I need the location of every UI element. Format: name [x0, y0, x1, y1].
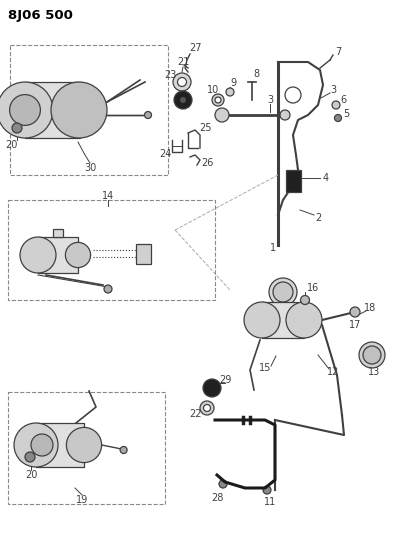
Text: 14: 14: [102, 191, 114, 201]
Circle shape: [25, 452, 35, 462]
Circle shape: [332, 101, 340, 109]
Circle shape: [203, 405, 211, 411]
Text: 17: 17: [349, 320, 361, 330]
Circle shape: [280, 110, 290, 120]
Text: 28: 28: [211, 493, 223, 503]
Circle shape: [0, 82, 53, 138]
Bar: [53, 229, 63, 237]
Text: 8J06 500: 8J06 500: [8, 10, 73, 22]
Circle shape: [31, 434, 53, 456]
Circle shape: [104, 285, 112, 293]
Circle shape: [177, 77, 186, 86]
Text: 15: 15: [259, 363, 271, 373]
Text: 12: 12: [327, 367, 339, 377]
Bar: [286, 170, 301, 192]
Text: 20: 20: [25, 470, 37, 480]
Text: 10: 10: [207, 85, 219, 95]
Bar: [8, 200, 215, 300]
Circle shape: [203, 379, 221, 397]
Bar: [135, 244, 150, 264]
Text: 21: 21: [177, 57, 189, 67]
Text: 7: 7: [335, 47, 341, 57]
Bar: [38, 237, 78, 273]
Text: 20: 20: [5, 140, 17, 150]
Bar: [262, 302, 304, 338]
Text: 13: 13: [368, 367, 380, 377]
Circle shape: [263, 486, 271, 494]
Text: 3: 3: [330, 85, 336, 95]
Circle shape: [120, 447, 127, 454]
Text: 8: 8: [253, 69, 259, 79]
Bar: [25, 82, 80, 138]
Text: 18: 18: [364, 303, 376, 313]
Text: 27: 27: [190, 43, 202, 53]
Text: 25: 25: [199, 123, 211, 133]
Circle shape: [180, 97, 186, 103]
Circle shape: [301, 295, 310, 304]
Circle shape: [359, 342, 385, 368]
Circle shape: [215, 108, 229, 122]
Text: 22: 22: [190, 409, 202, 419]
Circle shape: [212, 94, 224, 106]
Text: 4: 4: [323, 173, 329, 183]
Circle shape: [51, 82, 107, 138]
Circle shape: [20, 237, 56, 273]
Bar: [10, 45, 168, 175]
Circle shape: [226, 88, 234, 96]
Circle shape: [12, 123, 22, 133]
Text: 5: 5: [343, 109, 349, 119]
Circle shape: [335, 115, 342, 122]
Circle shape: [269, 278, 297, 306]
Text: 24: 24: [159, 149, 171, 159]
Bar: [8, 392, 165, 504]
Circle shape: [66, 243, 90, 268]
Text: 9: 9: [230, 78, 236, 88]
Circle shape: [363, 346, 381, 364]
Text: 3: 3: [267, 95, 273, 105]
Text: 11: 11: [264, 497, 276, 507]
Text: 26: 26: [201, 158, 213, 168]
Circle shape: [145, 111, 152, 118]
Text: 30: 30: [84, 163, 96, 173]
Text: 6: 6: [340, 95, 346, 105]
Text: 23: 23: [164, 70, 176, 80]
Circle shape: [173, 73, 191, 91]
Text: 29: 29: [219, 375, 231, 385]
Circle shape: [219, 480, 227, 488]
Circle shape: [285, 87, 301, 103]
Bar: [36, 423, 84, 467]
Text: 1: 1: [270, 243, 276, 253]
Circle shape: [66, 427, 102, 463]
Text: 16: 16: [307, 283, 319, 293]
Circle shape: [200, 401, 214, 415]
Circle shape: [174, 91, 192, 109]
Text: 19: 19: [76, 495, 88, 505]
Text: 2: 2: [315, 213, 321, 223]
Circle shape: [350, 307, 360, 317]
Circle shape: [215, 97, 221, 103]
Circle shape: [9, 94, 40, 125]
Circle shape: [14, 423, 58, 467]
Circle shape: [286, 302, 322, 338]
Circle shape: [273, 282, 293, 302]
Circle shape: [244, 302, 280, 338]
